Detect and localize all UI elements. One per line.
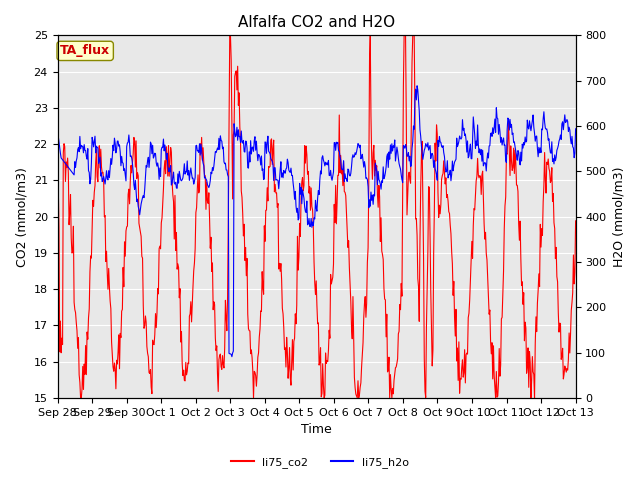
li75_h2o xyxy=(396,161,403,167)
Line: li75_co2: li75_co2 xyxy=(58,36,575,398)
li75_co2 xyxy=(396,301,404,307)
Line: li75_h2o: li75_h2o xyxy=(58,86,575,357)
li75_h2o xyxy=(63,163,71,168)
li75_co2 xyxy=(197,151,205,156)
li75_h2o xyxy=(380,176,388,181)
li75_co2 xyxy=(77,395,84,401)
li75_co2 xyxy=(381,296,388,302)
li75_co2 xyxy=(54,141,61,147)
li75_h2o xyxy=(572,126,579,132)
li75_co2 xyxy=(63,165,71,170)
li75_h2o xyxy=(196,152,204,158)
li75_co2 xyxy=(170,199,177,204)
Y-axis label: CO2 (mmol/m3): CO2 (mmol/m3) xyxy=(15,167,28,266)
li75_h2o xyxy=(54,128,61,133)
li75_co2 xyxy=(572,218,579,224)
li75_co2 xyxy=(117,335,125,340)
li75_h2o xyxy=(228,354,236,360)
Legend: li75_co2, li75_h2o: li75_co2, li75_h2o xyxy=(227,452,413,472)
X-axis label: Time: Time xyxy=(301,423,332,436)
li75_h2o xyxy=(169,174,177,180)
li75_h2o xyxy=(116,149,124,155)
li75_h2o xyxy=(413,83,421,89)
Text: TA_flux: TA_flux xyxy=(60,44,110,58)
Title: Alfalfa CO2 and H2O: Alfalfa CO2 and H2O xyxy=(238,15,395,30)
li75_co2 xyxy=(226,33,234,38)
Y-axis label: H2O (mmol/m3): H2O (mmol/m3) xyxy=(612,167,625,267)
